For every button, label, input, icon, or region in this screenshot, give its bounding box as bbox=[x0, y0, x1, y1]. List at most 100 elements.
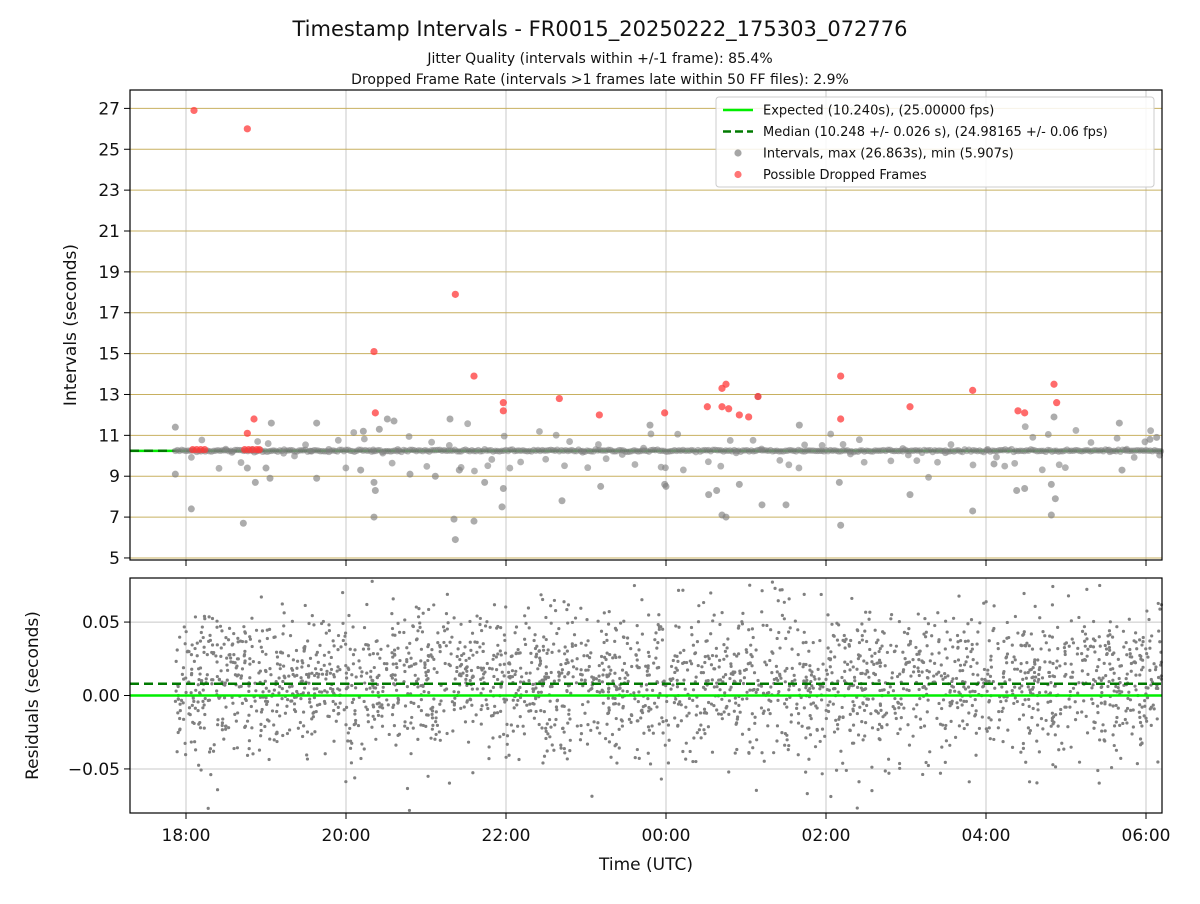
residual-point bbox=[828, 700, 831, 703]
residual-point bbox=[201, 700, 204, 703]
residual-point bbox=[805, 679, 808, 682]
residual-point bbox=[813, 675, 816, 678]
residual-point bbox=[717, 679, 720, 682]
residual-point bbox=[524, 643, 527, 646]
residual-point bbox=[861, 701, 864, 704]
residual-point bbox=[248, 676, 251, 679]
residual-point bbox=[261, 690, 264, 693]
residual-point bbox=[544, 737, 547, 740]
residual-point bbox=[927, 764, 930, 767]
residual-point bbox=[967, 711, 970, 714]
residual-point bbox=[535, 710, 538, 713]
residual-point bbox=[544, 727, 547, 730]
residual-point bbox=[430, 648, 433, 651]
residual-point bbox=[944, 724, 947, 727]
residual-point bbox=[871, 726, 874, 729]
residual-point bbox=[608, 610, 611, 613]
residual-point bbox=[357, 724, 360, 727]
residual-point bbox=[237, 657, 240, 660]
residual-point bbox=[615, 761, 618, 764]
residual-point bbox=[974, 754, 977, 757]
residual-point bbox=[244, 640, 247, 643]
residual-point bbox=[264, 680, 267, 683]
residual-point bbox=[520, 675, 523, 678]
residual-point bbox=[502, 698, 505, 701]
residual-point bbox=[751, 655, 754, 658]
residual-point bbox=[836, 723, 839, 726]
residual-point bbox=[1020, 644, 1023, 647]
residual-point bbox=[1092, 620, 1095, 623]
residual-point bbox=[597, 675, 600, 678]
legend: Expected (10.240s), (25.00000 fps)Median… bbox=[716, 97, 1154, 187]
residual-point bbox=[1006, 729, 1009, 732]
residual-point bbox=[1062, 748, 1065, 751]
residual-point bbox=[496, 711, 499, 714]
interval-point bbox=[1088, 439, 1095, 446]
dropped-frame-point bbox=[190, 107, 197, 114]
residual-point bbox=[429, 653, 432, 656]
residual-point bbox=[465, 666, 468, 669]
residual-point bbox=[332, 673, 335, 676]
residual-point bbox=[505, 756, 508, 759]
residual-point bbox=[295, 690, 298, 693]
residual-point bbox=[950, 720, 953, 723]
residual-point bbox=[453, 703, 456, 706]
residual-point bbox=[803, 631, 806, 634]
dropped-frame-point bbox=[370, 348, 377, 355]
residual-point bbox=[332, 639, 335, 642]
residual-point bbox=[582, 654, 585, 657]
residual-point bbox=[182, 701, 185, 704]
interval-point bbox=[499, 503, 506, 510]
residual-point bbox=[908, 744, 911, 747]
residual-point bbox=[267, 719, 270, 722]
residual-point bbox=[1046, 733, 1049, 736]
dropped-frame-point bbox=[596, 411, 603, 418]
residual-point bbox=[331, 688, 334, 691]
residual-point bbox=[189, 713, 192, 716]
residual-point bbox=[268, 628, 271, 631]
residual-point bbox=[857, 657, 860, 660]
residual-point bbox=[469, 649, 472, 652]
interval-point bbox=[394, 446, 401, 453]
residual-point bbox=[504, 651, 507, 654]
residual-point bbox=[1005, 661, 1008, 664]
residual-point bbox=[711, 751, 714, 754]
residual-point bbox=[560, 671, 563, 674]
residual-point bbox=[360, 670, 363, 673]
residual-point bbox=[620, 718, 623, 721]
residual-point bbox=[228, 653, 231, 656]
residual-point bbox=[678, 700, 681, 703]
residual-point bbox=[1051, 603, 1054, 606]
residual-point bbox=[607, 690, 610, 693]
residual-point bbox=[321, 673, 324, 676]
residual-point bbox=[637, 700, 640, 703]
residual-point bbox=[257, 671, 260, 674]
residual-point bbox=[1005, 699, 1008, 702]
residual-point bbox=[579, 607, 582, 610]
residual-point bbox=[1070, 746, 1073, 749]
residual-point bbox=[408, 809, 411, 812]
residual-point bbox=[915, 703, 918, 706]
residual-point bbox=[876, 639, 879, 642]
residual-point bbox=[1098, 584, 1101, 587]
residual-point bbox=[213, 743, 216, 746]
residual-point bbox=[530, 661, 533, 664]
residual-point bbox=[743, 676, 746, 679]
residual-point bbox=[677, 626, 680, 629]
residual-point bbox=[955, 701, 958, 704]
residual-point bbox=[221, 728, 224, 731]
residual-point bbox=[963, 727, 966, 730]
residual-point bbox=[393, 634, 396, 637]
residual-point bbox=[581, 673, 584, 676]
residual-point bbox=[722, 675, 725, 678]
residual-point bbox=[1158, 640, 1161, 643]
residual-point bbox=[306, 639, 309, 642]
residual-point bbox=[486, 707, 489, 710]
residual-point bbox=[1051, 636, 1054, 639]
residual-point bbox=[476, 687, 479, 690]
residual-point bbox=[613, 672, 616, 675]
interval-point bbox=[456, 467, 463, 474]
residual-point bbox=[1059, 712, 1062, 715]
residual-point bbox=[739, 679, 742, 682]
residual-point bbox=[208, 634, 211, 637]
